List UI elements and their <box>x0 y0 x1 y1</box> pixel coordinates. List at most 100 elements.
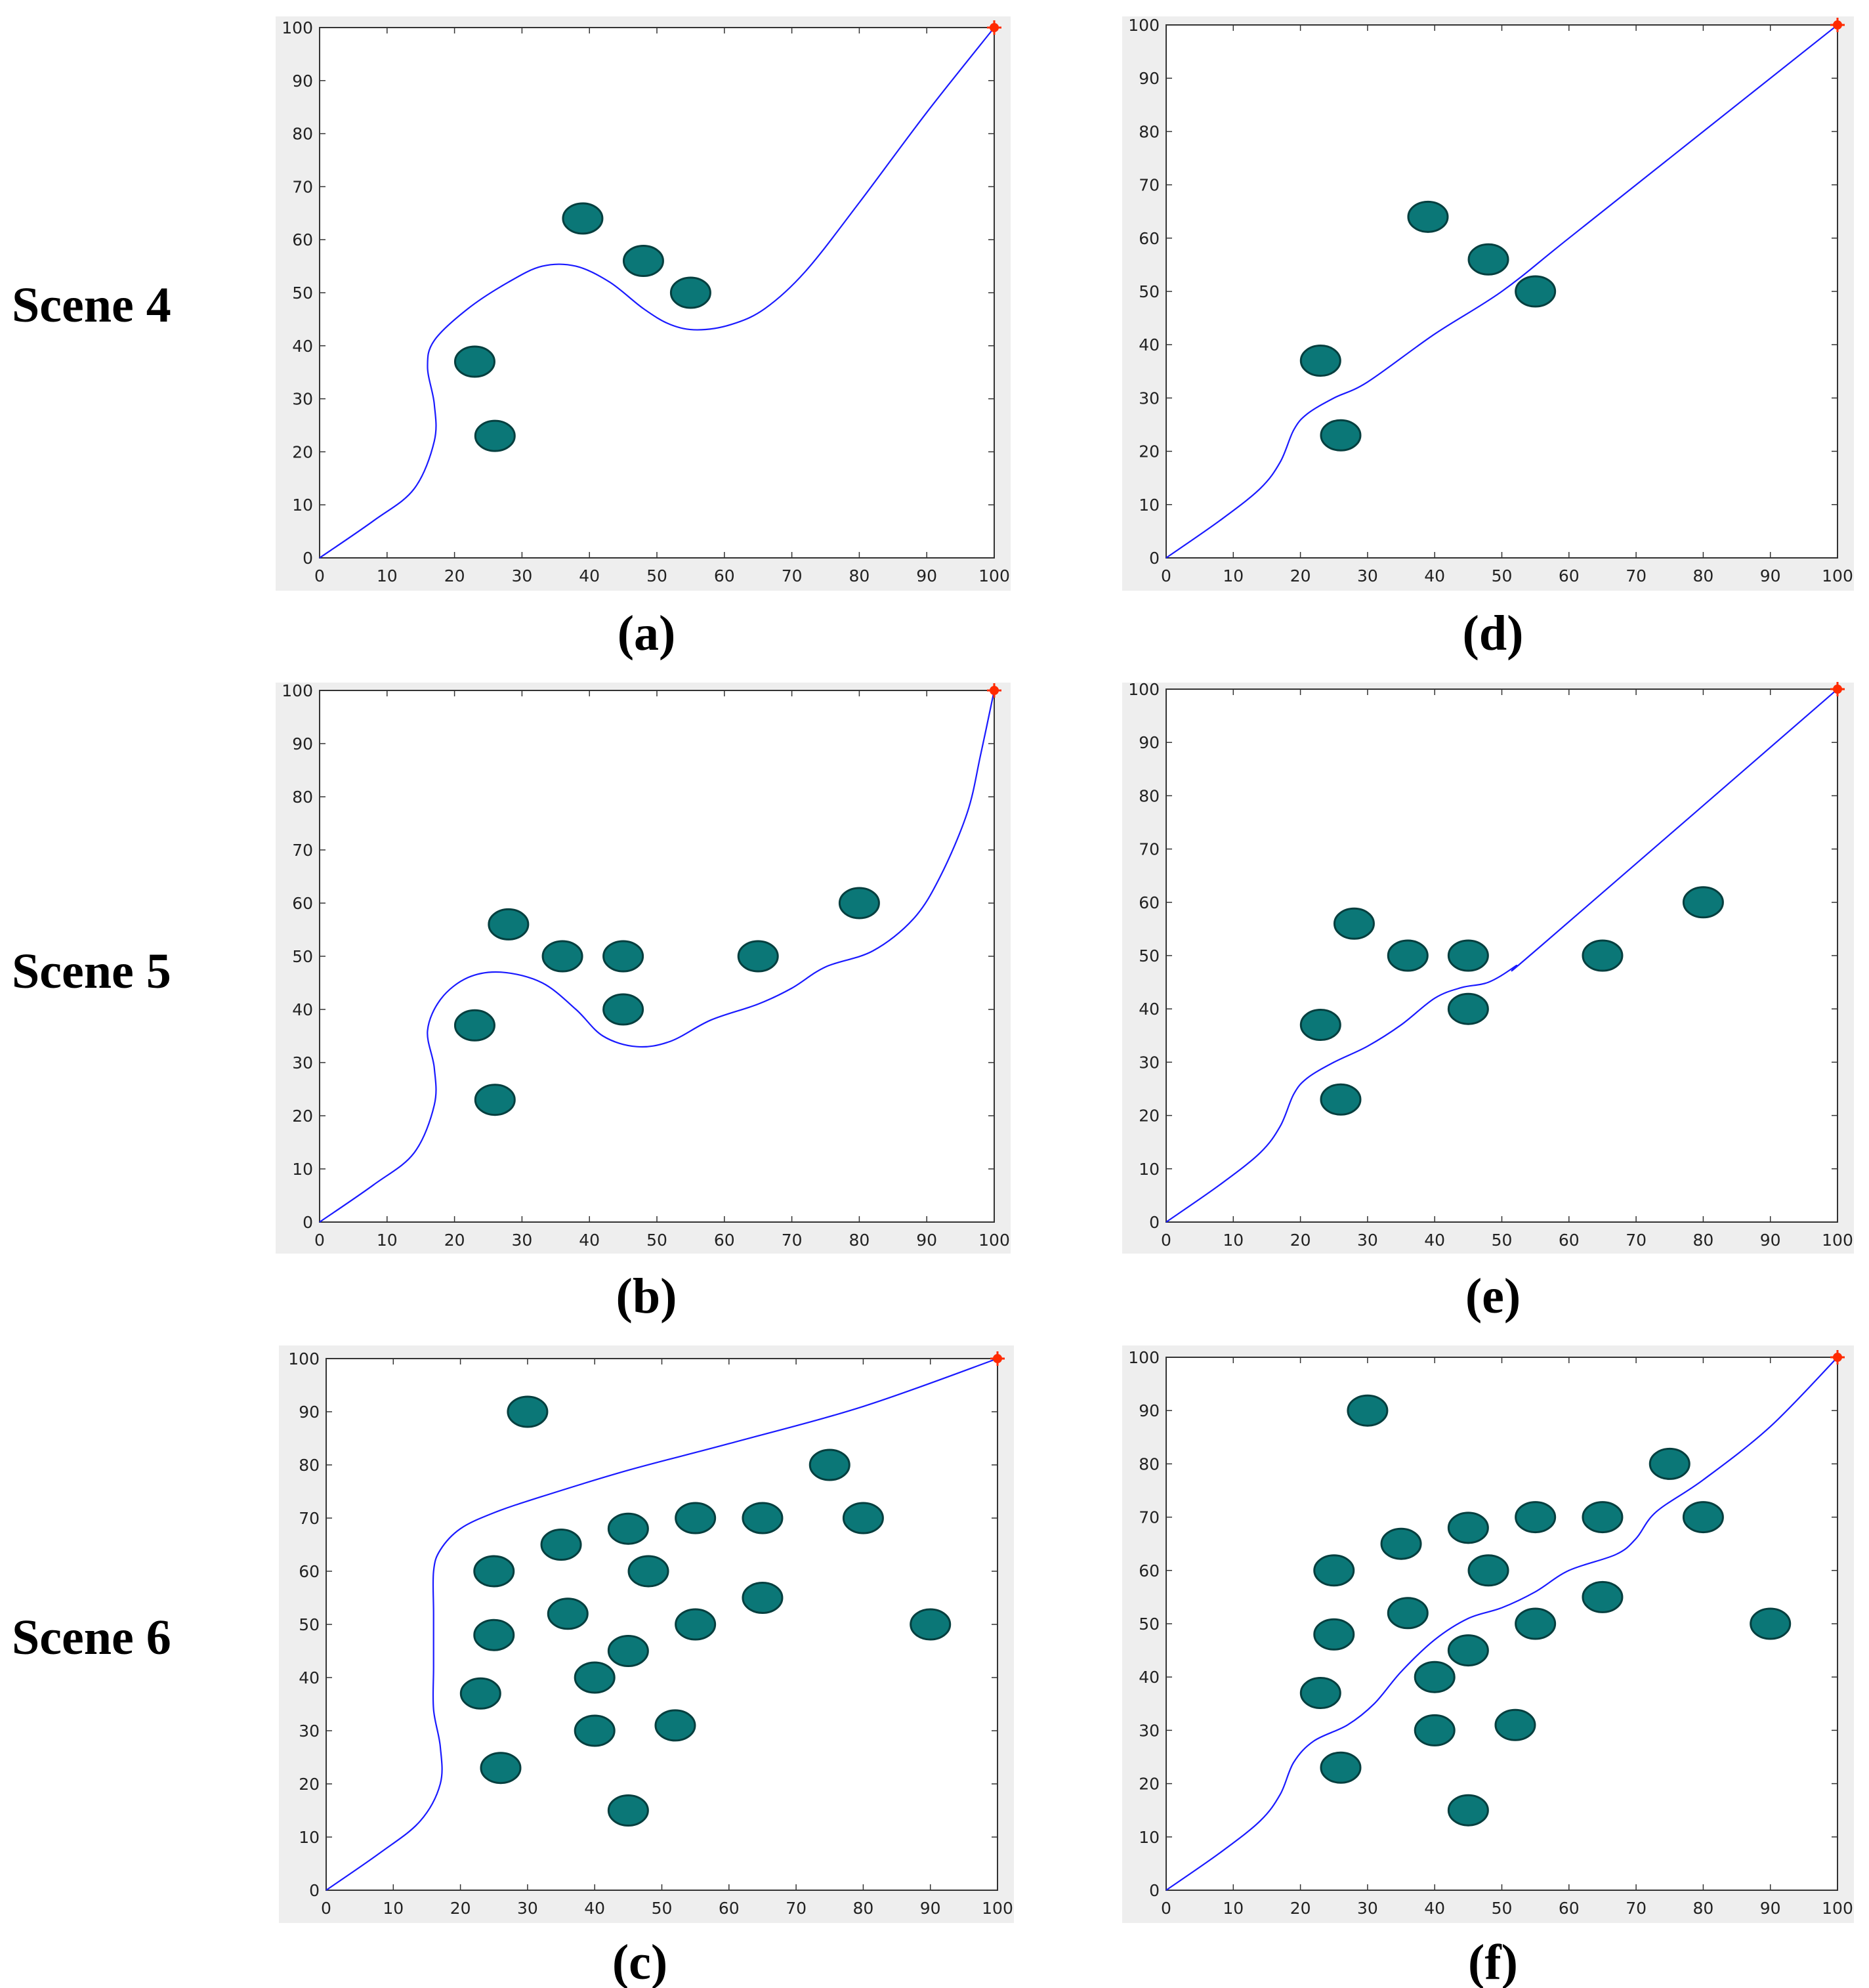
x-tick-label: 40 <box>579 1231 600 1250</box>
x-tick-label: 20 <box>1290 1231 1311 1250</box>
obstacle-point <box>480 1752 522 1785</box>
goal-marker <box>987 683 1001 698</box>
obstacle-point <box>675 1608 717 1641</box>
x-tick-label: 60 <box>1559 1899 1580 1918</box>
obstacle-point <box>1515 1501 1557 1534</box>
x-tick-label: 20 <box>1290 566 1311 585</box>
y-tick-label: 100 <box>1128 680 1160 699</box>
obstacle-point <box>1648 1447 1690 1480</box>
obstacle-point <box>675 1502 717 1534</box>
y-tick-label: 90 <box>299 1403 320 1422</box>
y-tick-label: 50 <box>292 947 313 966</box>
y-tick-label: 80 <box>292 788 313 807</box>
y-tick-label: 10 <box>292 496 313 515</box>
y-tick-label: 30 <box>1139 1721 1160 1740</box>
obstacle-point <box>507 1395 549 1428</box>
obstacle-point <box>627 1555 669 1588</box>
obstacle-point <box>1447 1634 1489 1667</box>
y-tick-label: 20 <box>299 1775 320 1794</box>
x-tick-label: 70 <box>786 1899 807 1918</box>
obstacle-point <box>474 419 516 452</box>
scene-label-4: Scene 4 <box>12 278 171 333</box>
plot-area <box>319 690 995 1223</box>
y-tick-label: 0 <box>1149 1213 1160 1232</box>
y-tick-label: 40 <box>292 1000 313 1019</box>
chart-panel: 0 10 20 30 40 50 60 70 80 90 100 0 10 20 30 40 50 60 70 80 9… <box>279 1345 1014 1988</box>
y-tick-label: 20 <box>1139 442 1160 461</box>
y-tick-label: 40 <box>299 1668 320 1687</box>
x-tick-label: 80 <box>849 1231 870 1250</box>
obstacle-point <box>1333 907 1375 940</box>
x-tick-label: 70 <box>1626 566 1647 585</box>
y-tick-label: 70 <box>299 1509 320 1528</box>
goal-marker <box>1830 18 1845 32</box>
x-tick-label: 40 <box>584 1899 605 1918</box>
x-tick-label: 10 <box>1223 1231 1244 1250</box>
obstacle-point <box>1447 939 1489 972</box>
obstacle-point <box>1387 1597 1429 1630</box>
y-tick-label: 100 <box>1128 16 1160 35</box>
x-tick-label: 30 <box>1357 1231 1378 1250</box>
x-tick-label: 30 <box>517 1899 538 1918</box>
y-tick-label: 70 <box>1139 1508 1160 1527</box>
scene-label-6: Scene 6 <box>12 1610 171 1665</box>
y-tick-label: 60 <box>1139 1561 1160 1580</box>
y-tick-label: 0 <box>1149 549 1160 568</box>
y-tick-label: 80 <box>1139 786 1160 805</box>
x-tick-label: 70 <box>782 566 803 585</box>
obstacle-point <box>1494 1708 1536 1741</box>
chart-panel: 0 10 20 30 40 50 60 70 80 90 100 0 10 20 30 40 50 60 70 80 9… <box>276 681 1011 1324</box>
obstacle-point <box>1582 1580 1624 1613</box>
obstacle-point <box>742 1582 784 1614</box>
x-tick-label: 100 <box>982 1899 1013 1918</box>
planned-path <box>326 1357 998 1891</box>
x-tick-label: 70 <box>1626 1899 1647 1918</box>
plot-area <box>319 27 995 559</box>
x-tick-label: 60 <box>719 1899 740 1918</box>
x-tick-label: 60 <box>1559 1231 1580 1250</box>
x-tick-label: 60 <box>1559 566 1580 585</box>
y-tick-label: 70 <box>1139 840 1160 859</box>
obstacle-point <box>1582 939 1624 972</box>
obstacle-point <box>473 1555 515 1588</box>
obstacle-point <box>808 1449 850 1481</box>
y-tick-label: 50 <box>1139 1615 1160 1634</box>
y-tick-label: 30 <box>292 1053 313 1072</box>
x-tick-label: 70 <box>1626 1231 1647 1250</box>
obstacle-point <box>1682 886 1724 919</box>
obstacle-point <box>1447 992 1489 1025</box>
obstacle-point <box>1447 1512 1489 1544</box>
x-tick-label: 100 <box>1822 1231 1853 1250</box>
chart-panel: 0 10 20 30 40 50 60 70 80 90 100 0 10 20 30 40 50 60 70 80 9… <box>276 16 1011 661</box>
x-tick-label: 80 <box>1692 1899 1713 1918</box>
obstacle-point <box>607 1512 649 1545</box>
x-tick-label: 0 <box>321 1899 331 1918</box>
goal-marker <box>990 1351 1005 1366</box>
obstacle-point <box>574 1661 616 1694</box>
obstacle-point <box>842 1502 884 1534</box>
y-tick-label: 40 <box>1139 1668 1160 1687</box>
x-tick-label: 10 <box>377 1231 398 1250</box>
x-tick-label: 0 <box>1161 566 1171 585</box>
obstacle-point <box>453 345 495 378</box>
y-tick-label: 100 <box>288 1349 320 1368</box>
y-tick-label: 90 <box>1139 69 1160 88</box>
y-tick-label: 60 <box>292 230 313 249</box>
y-tick-label: 40 <box>1139 335 1160 354</box>
y-tick-label: 50 <box>1139 282 1160 301</box>
y-tick-label: 40 <box>292 337 313 356</box>
y-tick-label: 10 <box>292 1160 313 1179</box>
x-tick-label: 10 <box>1223 1899 1244 1918</box>
y-tick-label: 90 <box>292 72 313 91</box>
x-tick-label: 20 <box>1290 1899 1311 1918</box>
obstacle-point <box>1299 1677 1341 1710</box>
y-tick-label: 60 <box>1139 229 1160 248</box>
goal-marker <box>1830 1350 1845 1364</box>
obstacle-point <box>602 940 644 973</box>
obstacle-point <box>1515 275 1557 308</box>
x-tick-label: 100 <box>1822 1899 1853 1918</box>
obstacle-point <box>1447 1794 1489 1827</box>
y-tick-label: 100 <box>282 681 313 700</box>
chart-panel: 0 10 20 30 40 50 60 70 80 90 100 0 10 20 30 40 50 60 70 80 9… <box>1122 680 1854 1324</box>
